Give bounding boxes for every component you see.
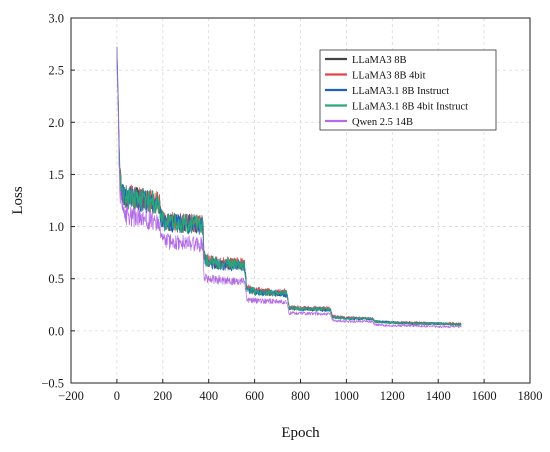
- legend: LLaMA3 8B LLaMA3 8B 4bit LLaMA3.1 8B Instr…: [319, 49, 497, 131]
- y-axis-title: Loss: [10, 186, 26, 215]
- x-tick-label: 1000: [334, 389, 359, 403]
- x-tick-label: 1600: [472, 389, 497, 403]
- y-tick-label: 2.5: [48, 64, 64, 78]
- legend-label: LLaMA3 8B: [352, 55, 407, 66]
- y-tick-label: 0.0: [48, 324, 64, 338]
- x-ticks: −200 0 200 400 600 800 1000 1200 1400 1600 1800: [58, 379, 543, 403]
- x-tick-label: 200: [153, 389, 172, 403]
- x-tick-label: 1200: [380, 389, 405, 403]
- legend-label: LLaMA3 8B 4bit: [352, 71, 426, 82]
- y-tick-label: 1.5: [48, 168, 64, 182]
- y-tick-label: −0.5: [41, 377, 64, 391]
- x-axis-title: Epoch: [281, 425, 320, 441]
- series-line-5: [116, 49, 462, 329]
- legend-box: [319, 49, 497, 131]
- x-tick-label: 800: [291, 389, 310, 403]
- legend-label: LLaMA3.1 8B 4bit Instruct: [352, 102, 468, 113]
- series-lines: [116, 46, 462, 329]
- legend-label: LLaMA3.1 8B Instruct: [352, 86, 449, 97]
- y-tick-label: 3.0: [48, 12, 64, 26]
- y-ticks: −0.5 0.0 0.5 1.0 1.5 2.0 2.5 3.0: [41, 12, 75, 391]
- legend-label: Qwen 2.5 14B: [352, 117, 413, 128]
- x-tick-label: 0: [114, 389, 120, 403]
- y-tick-label: 2.0: [48, 116, 64, 130]
- x-tick-label: 1800: [518, 389, 543, 403]
- x-tick-label: 400: [199, 389, 218, 403]
- x-tick-label: 1400: [426, 389, 451, 403]
- y-tick-label: 0.5: [48, 272, 64, 286]
- x-tick-label: −200: [58, 389, 84, 403]
- series-line-4: [116, 46, 462, 326]
- x-tick-label: 600: [245, 389, 264, 403]
- y-tick-label: 1.0: [48, 220, 64, 234]
